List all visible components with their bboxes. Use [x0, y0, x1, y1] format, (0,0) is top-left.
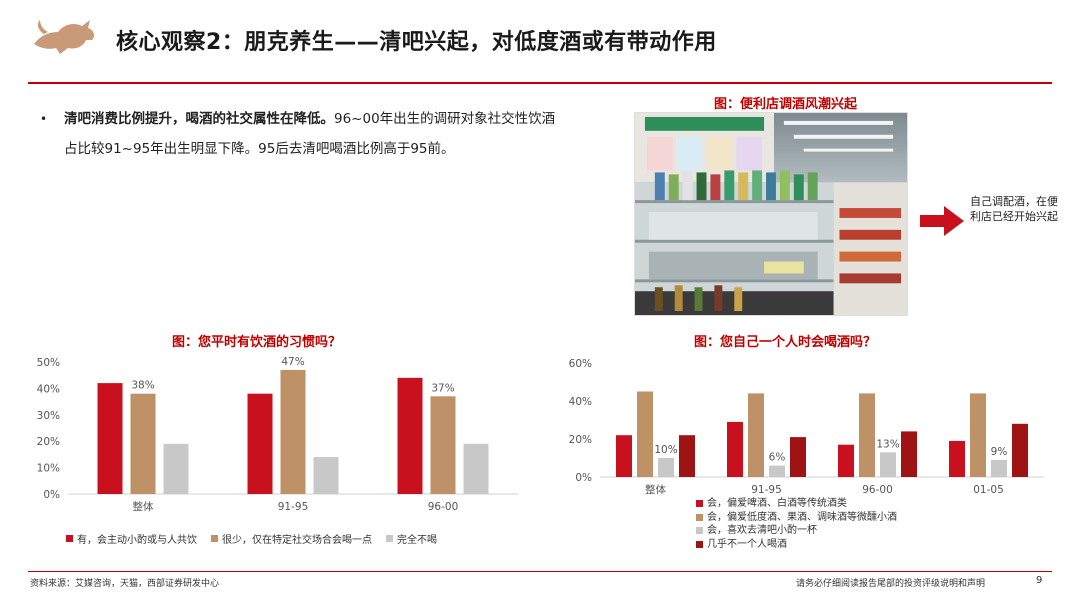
bar — [1012, 423, 1028, 477]
y-tick-label: 40% — [569, 396, 592, 408]
right-arrow-icon — [920, 206, 964, 236]
bar — [247, 393, 273, 494]
bar — [991, 459, 1007, 477]
bar — [859, 393, 875, 477]
data-label: 13% — [876, 438, 899, 450]
y-tick-label: 30% — [37, 410, 60, 422]
bar — [397, 377, 423, 494]
x-tick-label: 整体 — [645, 483, 666, 496]
bar — [748, 393, 764, 477]
convenience-store-photo — [634, 112, 908, 316]
title-divider — [28, 82, 1052, 84]
x-tick-label: 91-95 — [751, 484, 782, 496]
bullet-point: • 清吧消费比例提升，喝酒的社交属性在降低。96~00年出生的调研对象社交性饮酒… — [40, 104, 560, 164]
y-tick-label: 60% — [569, 358, 592, 370]
bar — [130, 393, 156, 494]
bar — [616, 435, 632, 477]
chart1-legend: 有，会主动小酌或与人共饮 很少，仅在特定社交场合会喝一点 完全不喝 — [66, 531, 437, 546]
legend-item: 会，偏爱啤酒、白酒等传统酒类 — [696, 497, 897, 511]
y-tick-label: 0% — [575, 472, 592, 484]
drinking-habit-chart: 0% 10% 20% 30% 40% 50% 38% 整体 47% 91-95 37% 96-00 — [37, 356, 518, 513]
data-label: 9% — [991, 446, 1008, 458]
data-label: 37% — [431, 382, 454, 394]
page-number: 9 — [1036, 575, 1043, 586]
footer-divider — [28, 571, 1052, 572]
x-tick-label: 91-95 — [278, 501, 309, 513]
y-tick-label: 0% — [43, 489, 60, 501]
legend-label: 完全不喝 — [397, 535, 437, 546]
legend-swatch — [66, 535, 73, 542]
legend-item: 完全不喝 — [386, 531, 437, 546]
bullet-dot-icon: • — [40, 112, 48, 126]
bar — [280, 369, 306, 494]
data-label: 38% — [131, 380, 154, 392]
legend-item: 很少，仅在特定社交场合会喝一点 — [211, 531, 372, 546]
y-tick-label: 50% — [37, 357, 60, 369]
bull-logo-icon — [34, 20, 95, 54]
chart2-legend: 会，偏爱啤酒、白酒等传统酒类 会，偏爱低度酒、果酒、调味酒等微醺小酒 会，喜欢去… — [696, 497, 897, 551]
bar — [313, 457, 339, 494]
bar — [838, 444, 854, 477]
solo-drinking-chart: 0% 20% 40% 60% 10% 整体 6% 91-95 13% 96-00 9% 01-05 — [569, 358, 1044, 496]
photo-note: 自己调配酒，在便利店已经开始兴起 — [970, 195, 1058, 223]
bar — [790, 437, 806, 477]
legend-label: 会，偏爱低度酒、果酒、调味酒等微醺小酒 — [707, 511, 897, 523]
bar — [679, 435, 695, 477]
bar — [727, 421, 743, 477]
bar — [901, 431, 917, 477]
disclaimer: 请务必仔细阅读报告尾部的投资评级说明和声明 — [796, 579, 986, 589]
legend-item: 会，偏爱低度酒、果酒、调味酒等微醺小酒 — [696, 511, 897, 525]
legend-item: 几乎不一个人喝酒 — [696, 538, 897, 552]
chart1-title: 图：您平时有饮酒的习惯吗？ — [172, 335, 342, 350]
data-label: 47% — [281, 356, 304, 368]
legend-swatch — [696, 500, 703, 508]
x-tick-label: 96-00 — [428, 501, 459, 513]
legend-swatch — [386, 535, 393, 542]
bar — [880, 452, 896, 477]
x-tick-label: 整体 — [133, 500, 154, 513]
bar — [163, 443, 189, 494]
y-tick-label: 20% — [569, 434, 592, 446]
bar — [658, 458, 674, 477]
bullet-lead: 清吧消费比例提升，喝酒的社交属性在降低。 — [64, 111, 334, 127]
source-note: 资料来源：艾媒咨询，天猫，西部证券研发中心 — [30, 579, 220, 589]
legend-swatch — [211, 535, 218, 542]
legend-label: 会，喜欢去清吧小酌一杯 — [707, 525, 817, 536]
legend-swatch — [696, 513, 703, 521]
bullet-text: 清吧消费比例提升，喝酒的社交属性在降低。96~00年出生的调研对象社交性饮酒占比… — [64, 104, 560, 164]
legend-swatch — [696, 540, 703, 548]
legend-item: 有，会主动小酌或与人共饮 — [66, 531, 197, 546]
data-label: 6% — [769, 452, 786, 464]
y-tick-label: 10% — [37, 463, 60, 475]
bullet-body: 96~00年出生的调研对象社交性饮酒占比较91~95年出生明显下降。95后去清吧… — [64, 111, 556, 157]
bar — [430, 396, 456, 494]
chart2-title: 图：您自己一个人时会喝酒吗？ — [694, 335, 877, 350]
x-tick-label: 01-05 — [973, 484, 1004, 496]
y-tick-label: 20% — [37, 436, 60, 448]
bar — [637, 391, 653, 477]
photo-caption: 图：便利店调酒风潮兴起 — [714, 97, 858, 112]
data-label: 10% — [654, 444, 677, 456]
legend-label: 有，会主动小酌或与人共饮 — [77, 535, 197, 546]
x-tick-label: 96-00 — [862, 484, 893, 496]
legend-label: 很少，仅在特定社交场合会喝一点 — [222, 535, 372, 546]
bar — [949, 440, 965, 477]
y-tick-label: 40% — [37, 383, 60, 395]
legend-label: 几乎不一个人喝酒 — [707, 538, 787, 550]
legend-item: 会，喜欢去清吧小酌一杯 — [696, 524, 897, 538]
legend-label: 会，偏爱啤酒、白酒等传统酒类 — [707, 498, 847, 509]
page-title: 核心观察2：朋克养生——清吧兴起，对低度酒或有带动作用 — [116, 30, 717, 55]
bar — [97, 383, 123, 494]
bar — [769, 465, 785, 477]
bar — [463, 443, 489, 494]
bar — [970, 393, 986, 477]
legend-swatch — [696, 527, 703, 535]
